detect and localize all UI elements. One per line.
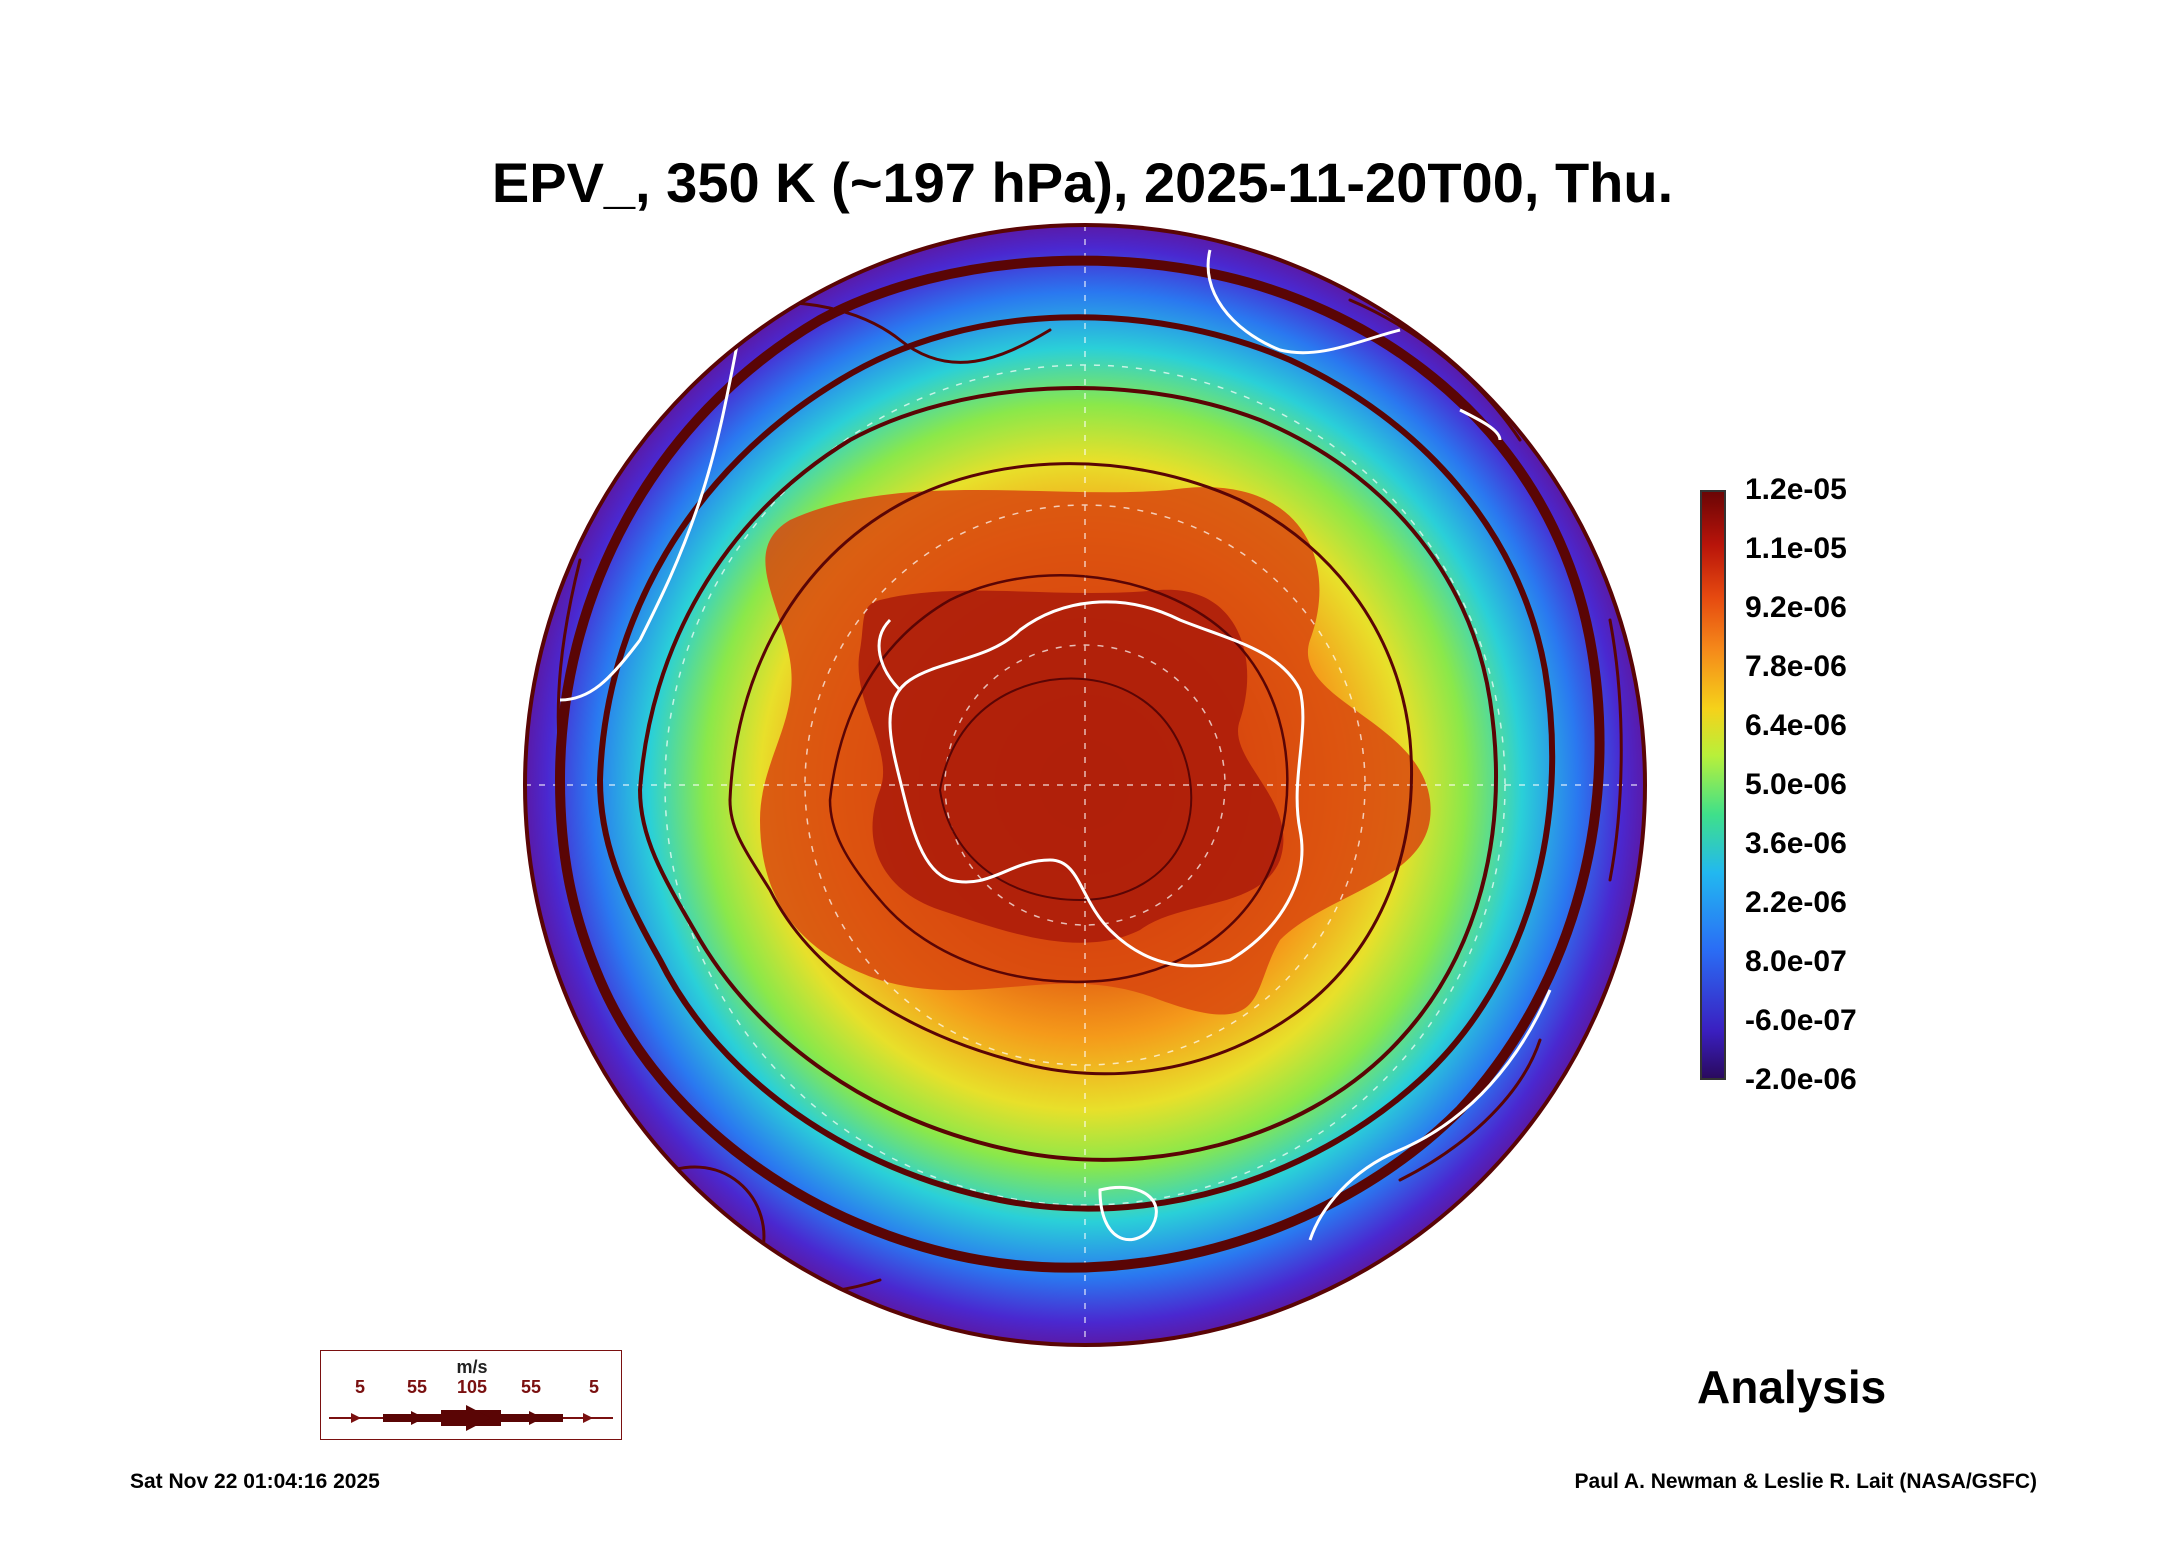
colorbar [1700, 490, 1726, 1080]
legend-value: 55 [407, 1377, 428, 1397]
legend-value: 5 [355, 1377, 366, 1397]
credit: Paul A. Newman & Leslie R. Lait (NASA/GS… [1574, 1470, 2037, 1493]
legend-value: 55 [521, 1377, 542, 1397]
colorbar-labels: 1.2e-05 1.1e-05 9.2e-06 7.8e-06 6.4e-06 … [1745, 470, 1965, 1100]
datestamp: Sat Nov 22 01:04:16 2025 [130, 1470, 380, 1493]
legend-arrow [329, 1405, 613, 1431]
colorbar-label: 7.8e-06 [1745, 650, 1847, 683]
map-title: EPV_, 350 K (~197 hPa), 2025-11-20T00, T… [491, 151, 1674, 214]
analysis-label: Analysis [1697, 1361, 1887, 1413]
legend-value: 105 [457, 1377, 488, 1397]
wind-streamlines [554, 255, 1623, 1295]
colorbar-label: 9.2e-06 [1745, 591, 1847, 624]
colorbar-label: 2.2e-06 [1745, 886, 1847, 919]
colorbar-label: 1.1e-05 [1745, 532, 1847, 565]
colorbar-label: 6.4e-06 [1745, 709, 1847, 742]
graticule [525, 225, 1645, 1345]
legend-unit: m/s [456, 1357, 488, 1377]
wind-speed-legend: m/s 5 55 105 55 5 [320, 1350, 622, 1440]
colorbar-label: 8.0e-07 [1745, 945, 1847, 978]
colorbar-label: -2.0e-06 [1745, 1063, 1857, 1096]
colorbar-label: 1.2e-05 [1745, 473, 1847, 506]
pv-core-region [858, 589, 1284, 943]
colorbar-label: 3.6e-06 [1745, 827, 1847, 860]
coastlines [559, 249, 1552, 1241]
map-border [523, 223, 1647, 1347]
colorbar-label: 5.0e-06 [1745, 768, 1847, 801]
colorbar-label: -6.0e-07 [1745, 1004, 1857, 1037]
legend-value: 5 [589, 1377, 600, 1397]
